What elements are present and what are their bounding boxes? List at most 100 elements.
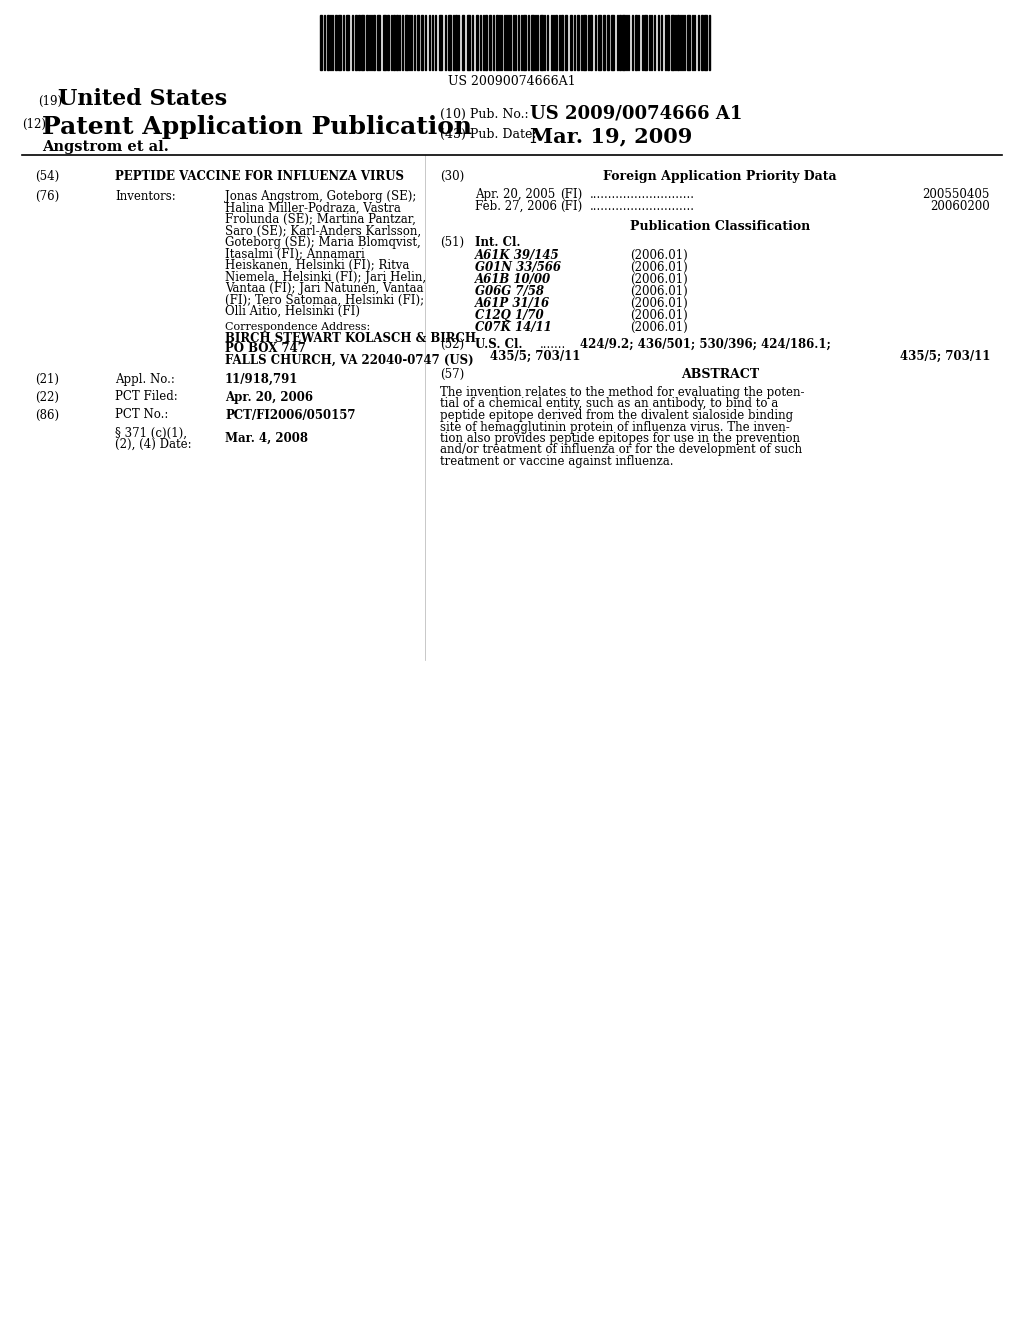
Bar	[319, 15, 322, 70]
Bar	[377, 15, 380, 70]
Text: Int. Cl.: Int. Cl.	[475, 236, 520, 249]
Bar	[406, 15, 408, 70]
Bar	[366, 15, 368, 70]
Bar	[644, 15, 647, 70]
Bar	[590, 15, 592, 70]
Text: US 2009/0074666 A1: US 2009/0074666 A1	[530, 106, 742, 123]
Text: PCT Filed:: PCT Filed:	[115, 391, 178, 404]
Text: U.S. Cl.: U.S. Cl.	[475, 338, 522, 351]
Bar	[611, 15, 614, 70]
Bar	[467, 15, 470, 70]
Text: tion also provides peptide epitopes for use in the prevention: tion also provides peptide epitopes for …	[440, 432, 800, 445]
Text: C07K 14/11: C07K 14/11	[475, 321, 552, 334]
Bar	[373, 15, 375, 70]
Text: PCT/FI2006/050157: PCT/FI2006/050157	[225, 408, 355, 421]
Text: 20060200: 20060200	[930, 201, 990, 213]
Bar	[635, 15, 637, 70]
Bar	[489, 15, 490, 70]
Bar	[705, 15, 707, 70]
Text: FALLS CHURCH, VA 22040-0747 (US): FALLS CHURCH, VA 22040-0747 (US)	[225, 354, 474, 367]
Text: Mar. 4, 2008: Mar. 4, 2008	[225, 432, 308, 445]
Text: Correspondence Address:: Correspondence Address:	[225, 322, 371, 331]
Text: Itasalmi (FI); Annamari: Itasalmi (FI); Annamari	[225, 248, 365, 260]
Text: PEPTIDE VACCINE FOR INFLUENZA VIRUS: PEPTIDE VACCINE FOR INFLUENZA VIRUS	[115, 170, 404, 183]
Text: Publication Classification: Publication Classification	[630, 220, 810, 234]
Bar	[335, 15, 337, 70]
Bar	[387, 15, 389, 70]
Text: Goteborg (SE); Maria Blomqvist,: Goteborg (SE); Maria Blomqvist,	[225, 236, 421, 249]
Text: peptide epitope derived from the divalent sialoside binding: peptide epitope derived from the divalen…	[440, 409, 794, 422]
Bar	[476, 15, 478, 70]
Text: A61P 31/16: A61P 31/16	[475, 297, 550, 310]
Bar	[677, 15, 679, 70]
Text: Foreign Application Priority Data: Foreign Application Priority Data	[603, 170, 837, 183]
Text: Heiskanen, Helsinki (FI); Ritva: Heiskanen, Helsinki (FI); Ritva	[225, 259, 410, 272]
Text: (57): (57)	[440, 368, 464, 381]
Text: Olli Aitio, Helsinki (FI): Olli Aitio, Helsinki (FI)	[225, 305, 360, 318]
Bar	[603, 15, 605, 70]
Text: Halina Miller-Podraza, Vastra: Halina Miller-Podraza, Vastra	[225, 202, 400, 214]
Text: Apr. 20, 2005: Apr. 20, 2005	[475, 187, 555, 201]
Text: C12Q 1/70: C12Q 1/70	[475, 309, 544, 322]
Text: PO BOX 747: PO BOX 747	[225, 342, 306, 355]
Text: A61B 10/00: A61B 10/00	[475, 273, 551, 286]
Text: (86): (86)	[35, 408, 59, 421]
Text: ............................: ............................	[590, 187, 695, 201]
Bar	[361, 15, 364, 70]
Bar	[701, 15, 703, 70]
Bar	[598, 15, 601, 70]
Text: Mar. 19, 2009: Mar. 19, 2009	[530, 125, 692, 147]
Bar	[455, 15, 457, 70]
Bar	[383, 15, 386, 70]
Text: United States: United States	[58, 88, 227, 110]
Text: 200550405: 200550405	[923, 187, 990, 201]
Text: 435/5; 703/11: 435/5; 703/11	[900, 350, 990, 363]
Bar	[462, 15, 464, 70]
Bar	[523, 15, 526, 70]
Text: (22): (22)	[35, 391, 59, 404]
Text: (2006.01): (2006.01)	[630, 309, 688, 322]
Text: (FI); Tero Satomaa, Helsinki (FI);: (FI); Tero Satomaa, Helsinki (FI);	[225, 293, 424, 306]
Text: (43) Pub. Date:: (43) Pub. Date:	[440, 128, 537, 141]
Text: and/or treatment of influenza or for the development of such: and/or treatment of influenza or for the…	[440, 444, 802, 457]
Text: (21): (21)	[35, 372, 59, 385]
Bar	[485, 15, 487, 70]
Bar	[577, 15, 579, 70]
Text: US 20090074666A1: US 20090074666A1	[449, 75, 575, 88]
Text: Apr. 20, 2006: Apr. 20, 2006	[225, 391, 313, 404]
Text: ABSTRACT: ABSTRACT	[681, 368, 759, 381]
Text: G06G 7/58: G06G 7/58	[475, 285, 544, 298]
Text: The invention relates to the method for evaluating the poten-: The invention relates to the method for …	[440, 385, 805, 399]
Text: (2006.01): (2006.01)	[630, 249, 688, 261]
Text: G01N 33/566: G01N 33/566	[475, 261, 561, 275]
Bar	[607, 15, 609, 70]
Text: PCT No.:: PCT No.:	[115, 408, 168, 421]
Text: Angstrom et al.: Angstrom et al.	[42, 140, 169, 154]
Text: Inventors:: Inventors:	[115, 190, 176, 203]
Text: Niemela, Helsinki (FI); Jari Helin,: Niemela, Helsinki (FI); Jari Helin,	[225, 271, 426, 284]
Text: tial of a chemical entity, such as an antibody, to bind to a: tial of a chemical entity, such as an an…	[440, 397, 778, 411]
Bar	[449, 15, 451, 70]
Text: (FI): (FI)	[560, 201, 583, 213]
Text: (12): (12)	[22, 117, 46, 131]
Text: BIRCH STEWART KOLASCH & BIRCH: BIRCH STEWART KOLASCH & BIRCH	[225, 331, 476, 345]
Text: Saro (SE); Karl-Anders Karlsson,: Saro (SE); Karl-Anders Karlsson,	[225, 224, 421, 238]
Text: A61K 39/145: A61K 39/145	[475, 249, 560, 261]
Bar	[671, 15, 674, 70]
Text: .......: .......	[540, 338, 566, 351]
Bar	[565, 15, 567, 70]
Text: site of hemagglutinin protein of influenza virus. The inven-: site of hemagglutinin protein of influen…	[440, 421, 790, 433]
Text: (30): (30)	[440, 170, 464, 183]
Bar	[561, 15, 563, 70]
Bar	[618, 15, 621, 70]
Bar	[421, 15, 423, 70]
Bar	[355, 15, 357, 70]
Text: Patent Application Publication: Patent Application Publication	[42, 115, 472, 139]
Text: (2), (4) Date:: (2), (4) Date:	[115, 437, 191, 450]
Bar	[555, 15, 557, 70]
Text: Frolunda (SE); Martina Pantzar,: Frolunda (SE); Martina Pantzar,	[225, 213, 416, 226]
Text: (2006.01): (2006.01)	[630, 297, 688, 310]
Bar	[417, 15, 419, 70]
Text: 424/9.2; 436/501; 530/396; 424/186.1;: 424/9.2; 436/501; 530/396; 424/186.1;	[580, 338, 830, 351]
Bar	[667, 15, 669, 70]
